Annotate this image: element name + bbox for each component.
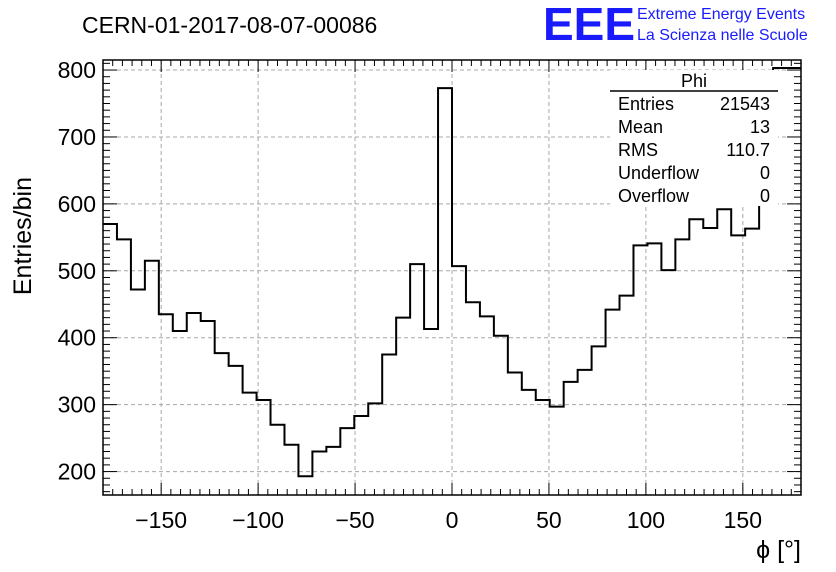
stats-row-label: Mean — [618, 117, 663, 137]
histogram-bin — [354, 416, 368, 495]
histogram-bin — [410, 264, 424, 495]
chart-title: CERN-01-2017-08-07-00086 — [82, 12, 377, 38]
histogram-bin — [633, 245, 647, 495]
histogram-bin — [201, 321, 215, 495]
histogram-bin — [368, 403, 382, 495]
histogram-bin — [550, 407, 564, 495]
logo-line-2: La Scienza nelle Scuole — [637, 27, 808, 44]
histogram-bars — [103, 67, 801, 496]
histogram-bin — [480, 316, 494, 495]
x-tick-label: −100 — [232, 507, 284, 533]
histogram-bin — [578, 370, 592, 495]
histogram-bin — [229, 366, 243, 495]
histogram-bin — [173, 331, 187, 495]
histogram-bin — [731, 235, 745, 495]
histogram-bin — [759, 198, 773, 495]
stats-row-label: Overflow — [618, 186, 690, 206]
histogram-bin — [508, 373, 522, 495]
y-tick-label: 300 — [58, 392, 96, 418]
histogram-bin — [522, 390, 536, 495]
stats-rows: Entries 21543 Mean 13 RMS 110.7 Underflow 0 Over… — [618, 94, 770, 206]
histogram-bin — [438, 88, 452, 495]
stats-title: Phi — [681, 71, 707, 91]
histogram-bin — [466, 302, 480, 495]
histogram-bin — [745, 229, 759, 495]
histogram-bin — [675, 239, 689, 495]
histogram-bin — [187, 313, 201, 495]
histogram-bin — [243, 393, 257, 495]
histogram-bin — [703, 228, 717, 495]
histogram-bin — [326, 447, 340, 495]
histogram-bin — [452, 266, 466, 495]
stats-row-label: Underflow — [618, 163, 700, 183]
histogram-bin — [215, 353, 229, 495]
histogram-bin — [117, 239, 131, 495]
x-tick-labels: −150 −100 −50 0 50 100 150 — [135, 507, 762, 533]
histogram-bin — [271, 425, 285, 495]
stats-row-value: 21543 — [720, 94, 770, 114]
histogram-bin — [592, 346, 606, 495]
histogram-bin — [620, 296, 634, 495]
x-tick-label: 100 — [627, 507, 665, 533]
stats-row-value: 13 — [750, 117, 770, 137]
histogram-bin — [689, 219, 703, 495]
stats-row-label: RMS — [618, 140, 658, 160]
y-tick-label: 800 — [58, 57, 96, 83]
eee-logo: EEE Extreme Energy Events La Scienza nel… — [543, 0, 808, 50]
x-tick-label: 50 — [536, 507, 562, 533]
y-tick-label: 400 — [58, 325, 96, 351]
histogram-bin — [661, 270, 675, 495]
histogram-bin — [717, 209, 731, 495]
histogram-bin — [536, 400, 550, 495]
stats-row-label: Entries — [618, 94, 674, 114]
logo-line-1: Extreme Energy Events — [637, 6, 805, 23]
histogram-bin — [564, 382, 578, 495]
y-tick-labels: 200 300 400 500 600 700 800 — [58, 57, 96, 485]
x-tick-label: 0 — [446, 507, 459, 533]
logo-mark: EEE — [543, 0, 635, 50]
stats-box-background — [610, 70, 778, 206]
histogram-bin — [159, 314, 173, 495]
histogram-bin — [382, 354, 396, 495]
y-tick-label: 500 — [58, 258, 96, 284]
histogram-bin — [424, 329, 438, 495]
histogram-bin — [284, 445, 298, 495]
stats-row-value: 0 — [760, 186, 770, 206]
x-tick-label: 150 — [724, 507, 762, 533]
y-tick-label: 600 — [58, 191, 96, 217]
histogram-bin — [494, 336, 508, 495]
histogram-bin — [103, 224, 117, 495]
y-tick-label: 700 — [58, 124, 96, 150]
histogram-bin — [145, 261, 159, 495]
histogram-bin — [257, 400, 271, 495]
histogram-bin — [647, 243, 661, 495]
x-axis-label: ϕ [°] — [756, 536, 801, 564]
x-tick-label: −50 — [336, 507, 375, 533]
axis-ticks — [103, 60, 801, 495]
stats-box: Phi Entries 21543 Mean 13 RMS 110.7 Underflow 0… — [610, 70, 778, 206]
histogram-bin — [298, 476, 312, 495]
y-axis-label: Entries/bin — [9, 177, 37, 295]
histogram-outline — [103, 67, 801, 478]
histogram-bin — [340, 428, 354, 495]
histogram-bin — [606, 310, 620, 495]
x-tick-label: −150 — [135, 507, 187, 533]
y-tick-label: 200 — [58, 459, 96, 485]
histogram-bin — [312, 452, 326, 496]
histogram-bin — [396, 318, 410, 495]
stats-row-value: 110.7 — [726, 140, 770, 160]
histogram-bin — [131, 290, 145, 495]
stats-row-value: 0 — [760, 163, 770, 183]
